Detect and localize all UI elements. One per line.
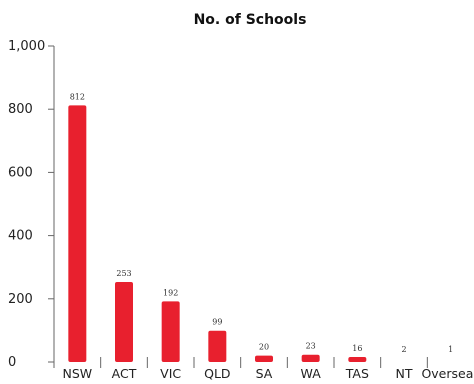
- x-tick-label: NT: [396, 366, 413, 381]
- x-tick-label: ACT: [112, 366, 137, 381]
- y-tick-label: 0: [8, 355, 16, 370]
- x-tick-label: VIC: [160, 366, 181, 381]
- data-label: 192: [163, 288, 178, 297]
- bar: [208, 330, 227, 362]
- y-tick-label: 800: [8, 102, 33, 117]
- bars: [68, 105, 367, 363]
- data-label: 16: [352, 344, 362, 353]
- data-label: 20: [259, 343, 269, 352]
- y-tick-label: 600: [8, 165, 33, 180]
- x-tick-label: NSW: [63, 366, 93, 381]
- data-label: 99: [212, 318, 222, 327]
- data-label: 2: [401, 345, 406, 354]
- bar: [255, 355, 273, 362]
- data-label: 1: [448, 345, 453, 354]
- x-tick-label: TAS: [345, 366, 369, 381]
- y-tick-label: 1,000: [8, 39, 45, 54]
- data-label: 253: [116, 269, 131, 278]
- x-tick-label: QLD: [204, 366, 230, 381]
- y-axis: 0 200 400 600 800 1,000: [8, 39, 55, 370]
- x-tick-label: SA: [256, 366, 273, 381]
- data-labels: 812 253 192 99 20 23 16 2 1: [70, 92, 454, 354]
- x-axis: NSW ACT VIC QLD SA WA TAS NT Overseas: [63, 357, 474, 381]
- bar: [161, 301, 180, 362]
- data-label: 23: [306, 342, 316, 351]
- x-tick-label: WA: [301, 366, 322, 381]
- data-label: 812: [70, 92, 85, 101]
- y-tick-label: 400: [8, 229, 33, 244]
- bar: [348, 356, 367, 362]
- chart-title: No. of Schools: [194, 12, 307, 28]
- y-tick-label: 200: [8, 292, 33, 307]
- bar: [68, 105, 87, 363]
- bar: [115, 282, 133, 362]
- bar: [301, 354, 320, 362]
- x-tick-label: Overseas: [421, 366, 474, 381]
